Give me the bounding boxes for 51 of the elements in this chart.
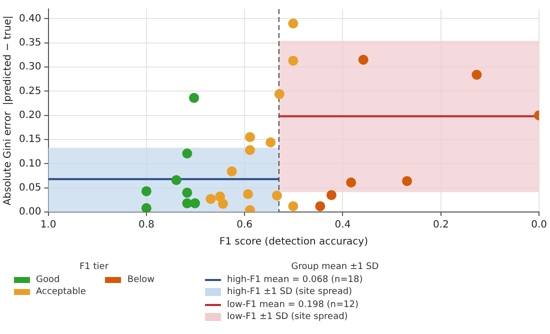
- y-axis-title: Absolute Gini error |predicted − true|: [2, 16, 14, 206]
- point: [182, 188, 192, 198]
- point: [243, 189, 254, 200]
- y-tick-label: 0.10: [19, 158, 42, 170]
- y-tick-label: 0.40: [19, 13, 42, 24]
- point: [218, 198, 228, 209]
- legend-label: high-F1 ±1 SD (site spread): [226, 287, 352, 297]
- legend-label: Good: [35, 275, 61, 285]
- y-tick-label: 0.20: [19, 110, 42, 121]
- y-tick-label: 0.35: [19, 37, 42, 48]
- y-tick-label: 0.15: [19, 134, 42, 146]
- legend-label: high-F1 mean = 0.068 (n=18): [226, 275, 363, 285]
- y-tick-label: 0.00: [19, 206, 42, 218]
- x-tick-label: 0.8: [138, 220, 154, 231]
- point: [141, 203, 152, 212]
- y-tick-label: 0.25: [19, 86, 42, 97]
- point: [266, 137, 276, 148]
- point: [472, 70, 482, 80]
- point: [272, 190, 282, 201]
- point: [274, 89, 284, 100]
- point: [288, 201, 298, 212]
- point: [141, 186, 152, 196]
- point: [244, 132, 255, 142]
- text: Group mean ±1 SD: [290, 262, 380, 272]
- x-tick-label: 0.6: [236, 220, 253, 231]
- x-tick-label: 0.2: [432, 220, 449, 231]
- point: [358, 54, 368, 65]
- legend-label: low-F1 ±1 SD (site spread): [226, 312, 348, 322]
- legend-label: low-F1 mean = 0.198 (n=12): [226, 300, 359, 310]
- point: [189, 92, 200, 103]
- point: [226, 166, 237, 176]
- legend-label: Acceptable: [35, 287, 87, 297]
- legend-title: F1 tier: [78, 262, 110, 272]
- y-tick-label: 0.30: [19, 62, 42, 73]
- x-axis-title: F1 score (detection accuracy): [219, 236, 368, 248]
- point: [190, 198, 200, 208]
- point: [315, 201, 326, 212]
- point: [326, 190, 336, 200]
- point: [206, 194, 216, 204]
- point: [402, 176, 412, 186]
- y-tick-label: 0.05: [19, 182, 42, 194]
- point: [288, 18, 298, 28]
- legend-label: Below: [126, 275, 156, 285]
- x-tick-label: 0.4: [334, 220, 351, 231]
- x-tick-label: 1.0: [40, 220, 56, 231]
- point: [346, 178, 356, 188]
- point: [171, 175, 182, 186]
- point: [182, 148, 192, 159]
- point: [288, 56, 298, 66]
- x-tick-label: 0.0: [531, 220, 547, 231]
- point: [244, 145, 255, 156]
